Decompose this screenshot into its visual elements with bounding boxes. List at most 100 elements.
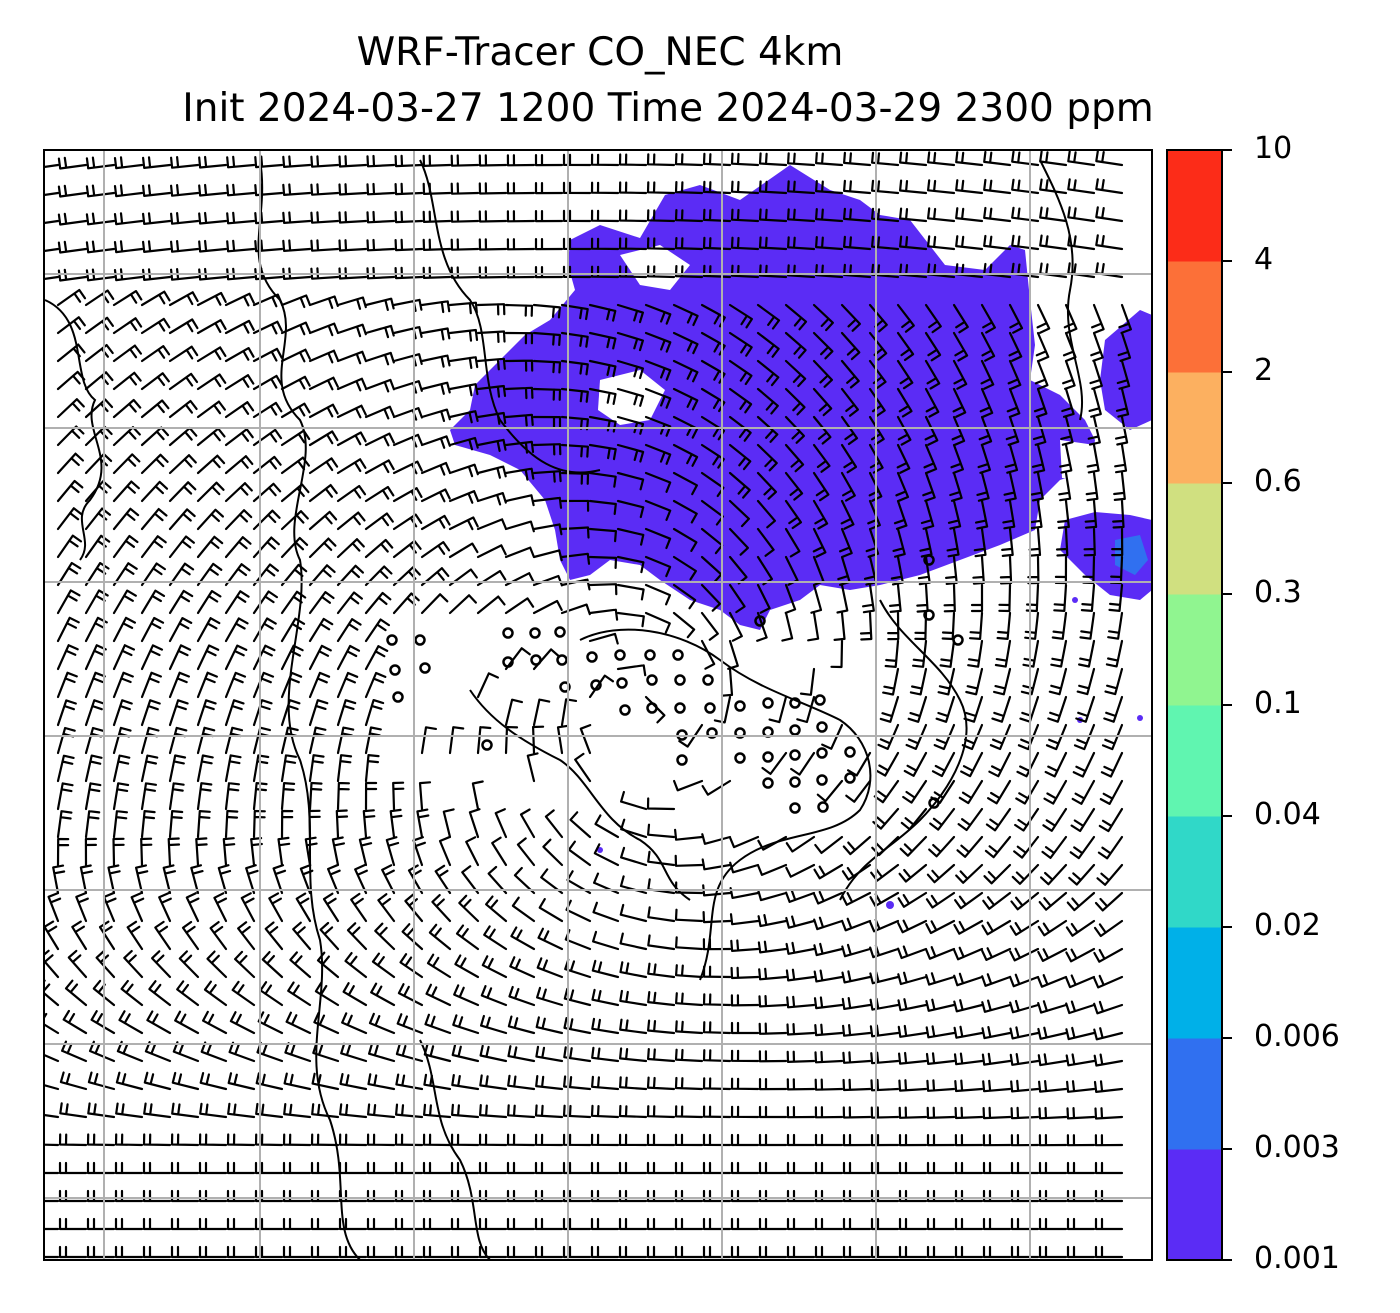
wind-barb <box>898 863 928 883</box>
wind-barb <box>787 180 816 195</box>
wind-barb <box>140 810 156 839</box>
wind-barb <box>700 639 716 670</box>
calm-wind-circle <box>789 697 801 709</box>
wind-barb <box>316 951 340 979</box>
wind-barb <box>1011 234 1040 251</box>
wind-barb <box>672 527 698 552</box>
wind-barb <box>120 979 144 1007</box>
wind-barb <box>57 212 88 226</box>
wind-barb <box>945 555 958 585</box>
wind-barb <box>112 507 140 531</box>
wind-barb <box>591 1017 620 1035</box>
wind-barb <box>756 499 776 529</box>
wind-barb <box>338 1245 368 1259</box>
wind-barb <box>56 425 85 447</box>
wind-barb <box>1031 443 1046 474</box>
wind-barb <box>1041 835 1068 859</box>
wind-barb <box>172 1041 200 1063</box>
wind-barb <box>953 1025 984 1039</box>
wind-barb <box>869 997 900 1011</box>
wind-barb <box>927 179 956 195</box>
wind-barb <box>1079 611 1096 640</box>
wind-barb <box>842 1106 872 1119</box>
wind-barb <box>142 184 172 197</box>
wind-barb <box>280 536 309 559</box>
wind-barb <box>224 482 253 503</box>
wind-barb <box>1065 1053 1096 1067</box>
wind-barb <box>338 1133 368 1147</box>
wind-barb <box>420 408 451 422</box>
wind-barb <box>899 835 928 857</box>
wind-barb <box>672 359 699 383</box>
wind-barb <box>196 346 227 363</box>
wind-barb <box>926 863 956 884</box>
wind-barb <box>227 1102 256 1119</box>
wind-barb <box>114 1161 144 1175</box>
wind-barb <box>560 603 591 616</box>
calm-wind-circle <box>789 749 801 761</box>
wind-barb <box>1066 1134 1096 1147</box>
calm-wind-circle <box>952 634 964 646</box>
wind-barb <box>285 1011 312 1035</box>
wind-barb <box>366 182 396 196</box>
wind-barb <box>420 381 451 395</box>
wind-barb <box>812 471 830 502</box>
wind-barb <box>812 387 833 417</box>
wind-barb <box>504 359 534 372</box>
wind-barb <box>448 463 479 478</box>
wind-barb <box>674 908 704 923</box>
wind-barb <box>471 780 484 811</box>
wind-barb <box>84 837 97 867</box>
wind-barb <box>1093 947 1124 963</box>
wind-barb <box>282 183 312 196</box>
wind-barb <box>953 972 984 987</box>
wind-barb <box>1094 1217 1124 1231</box>
wind-barb <box>534 266 564 279</box>
wind-barb <box>728 527 749 556</box>
wind-barb <box>982 1189 1012 1203</box>
wind-barb <box>140 644 164 671</box>
wind-barb <box>590 1104 620 1119</box>
wind-barb <box>336 538 365 559</box>
wind-barb <box>58 1161 88 1175</box>
wind-barb <box>702 1189 732 1203</box>
wind-barb <box>226 1245 256 1259</box>
wind-barb <box>280 429 311 447</box>
wind-barb <box>86 1133 116 1147</box>
wind-barb <box>479 1074 508 1091</box>
wind-barb <box>44 247 60 253</box>
wind-barb <box>815 152 844 167</box>
wind-barb <box>785 889 816 903</box>
wind-barb <box>869 944 900 959</box>
wind-barb <box>1008 303 1024 334</box>
wind-barb <box>1115 387 1130 418</box>
wind-barb <box>672 499 698 524</box>
wind-barb <box>114 1189 144 1203</box>
wind-barb <box>226 1189 256 1203</box>
wind-barb <box>44 1042 60 1063</box>
wind-barb <box>999 555 1013 585</box>
wind-barb <box>991 695 1012 723</box>
wind-barb <box>756 359 780 387</box>
wind-barb <box>392 487 423 503</box>
wind-barb <box>1043 779 1068 805</box>
wind-barb <box>730 1133 760 1147</box>
wind-barb <box>196 535 224 559</box>
wind-barb <box>461 865 480 895</box>
wind-barb <box>590 265 620 279</box>
wind-barb <box>973 527 987 558</box>
wind-barb <box>1010 1217 1040 1231</box>
wind-barb <box>790 751 816 776</box>
wind-barb <box>674 181 704 195</box>
wind-barb <box>1095 234 1124 251</box>
wind-barb <box>869 1024 900 1038</box>
wind-barb <box>807 611 820 642</box>
wind-barb <box>282 1245 312 1259</box>
calm-wind-circle <box>702 674 714 686</box>
wind-barb <box>898 1245 928 1259</box>
wind-barb <box>206 950 228 979</box>
wind-barb <box>1115 415 1129 446</box>
wind-barb <box>757 940 788 954</box>
wind-barb <box>364 405 395 420</box>
wind-barb <box>1038 1161 1068 1175</box>
